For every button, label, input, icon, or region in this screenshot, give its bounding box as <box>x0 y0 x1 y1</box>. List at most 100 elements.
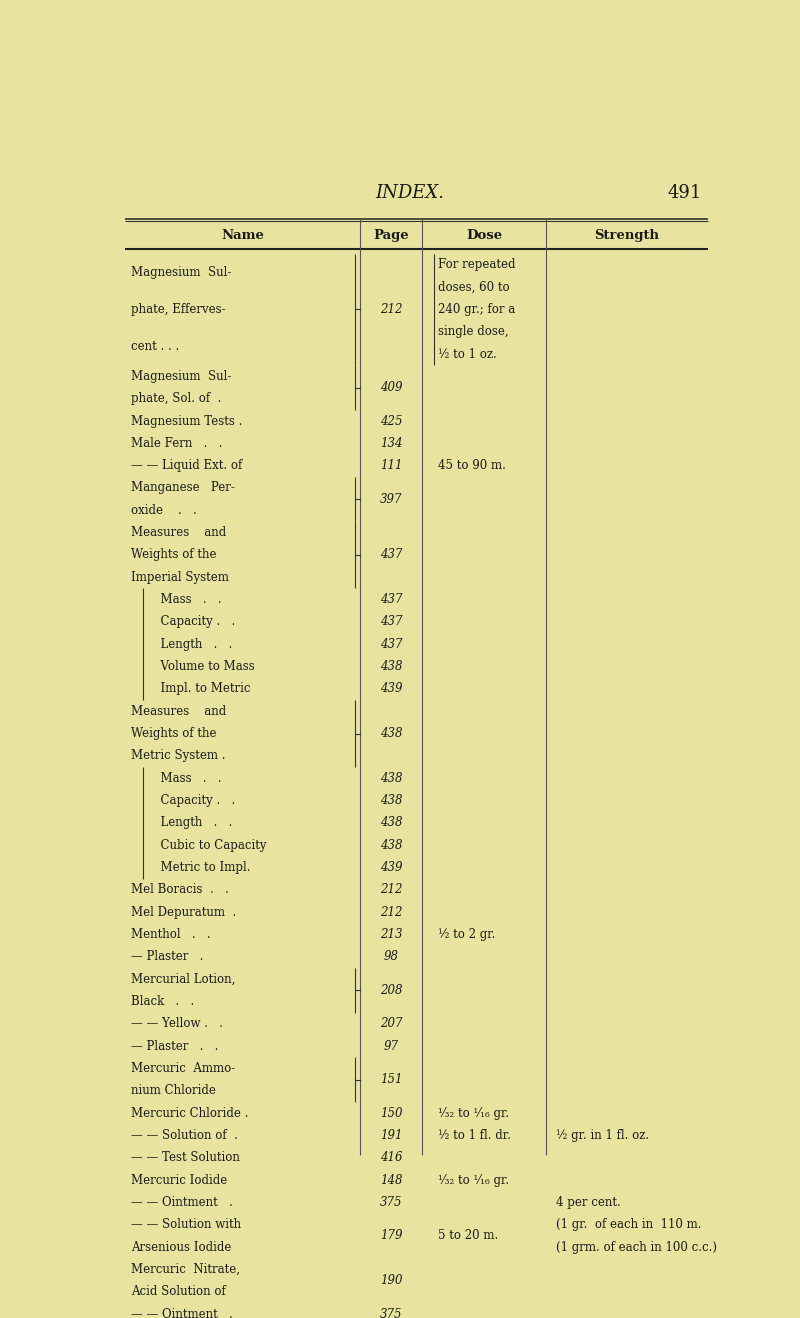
Text: Mercurial Lotion,: Mercurial Lotion, <box>131 973 235 986</box>
Text: 151: 151 <box>380 1073 402 1086</box>
Text: Impl. to Metric: Impl. to Metric <box>153 683 250 696</box>
Text: 97: 97 <box>384 1040 399 1053</box>
Text: ½ to 1 oz.: ½ to 1 oz. <box>438 348 497 361</box>
Text: Magnesium Tests .: Magnesium Tests . <box>131 414 242 427</box>
Text: 179: 179 <box>380 1230 402 1243</box>
Text: (1 gr.  of each in  110 m.: (1 gr. of each in 110 m. <box>556 1218 701 1231</box>
Text: 212: 212 <box>380 905 402 919</box>
Text: 190: 190 <box>380 1275 402 1288</box>
Text: 134: 134 <box>380 436 402 449</box>
Text: Metric to Impl.: Metric to Impl. <box>153 861 250 874</box>
Text: 438: 438 <box>380 660 402 673</box>
Text: Mass   .   .: Mass . . <box>153 593 222 606</box>
Text: Capacity .   .: Capacity . . <box>153 793 235 807</box>
Text: 111: 111 <box>380 459 402 472</box>
Text: Black   .   .: Black . . <box>131 995 194 1008</box>
Text: Measures    and: Measures and <box>131 705 226 718</box>
Text: Metric System .: Metric System . <box>131 750 226 762</box>
Text: 212: 212 <box>380 883 402 896</box>
Text: Imperial System: Imperial System <box>131 571 229 584</box>
Text: 191: 191 <box>380 1130 402 1141</box>
Text: Magnesium  Sul-: Magnesium Sul- <box>131 266 231 278</box>
Text: Male Fern   .   .: Male Fern . . <box>131 436 222 449</box>
Text: single dose,: single dose, <box>438 326 509 339</box>
Text: 207: 207 <box>380 1017 402 1031</box>
Text: Arsenious Iodide: Arsenious Iodide <box>131 1240 231 1253</box>
Text: 438: 438 <box>380 838 402 851</box>
Text: Dose: Dose <box>466 229 502 241</box>
Text: ½ to 2 gr.: ½ to 2 gr. <box>438 928 495 941</box>
Text: Strength: Strength <box>594 229 659 241</box>
Text: Mel Boracis  .   .: Mel Boracis . . <box>131 883 229 896</box>
Text: Mel Depuratum  .: Mel Depuratum . <box>131 905 236 919</box>
Text: — — Test Solution: — — Test Solution <box>131 1152 240 1164</box>
Text: nium Chloride: nium Chloride <box>131 1085 216 1098</box>
Text: Volume to Mass: Volume to Mass <box>153 660 254 673</box>
Text: 437: 437 <box>380 593 402 606</box>
Text: oxide    .   .: oxide . . <box>131 503 197 517</box>
Text: 397: 397 <box>380 493 402 506</box>
Text: Name: Name <box>221 229 264 241</box>
Text: 4 per cent.: 4 per cent. <box>556 1195 621 1209</box>
Text: Mercuric  Nitrate,: Mercuric Nitrate, <box>131 1263 240 1276</box>
Text: — Plaster   .   .: — Plaster . . <box>131 1040 218 1053</box>
Text: 425: 425 <box>380 414 402 427</box>
Text: Capacity .   .: Capacity . . <box>153 616 235 629</box>
Text: Length   .   .: Length . . <box>153 816 232 829</box>
Text: doses, 60 to: doses, 60 to <box>438 281 510 294</box>
Text: — — Ointment   .: — — Ointment . <box>131 1195 233 1209</box>
Text: Cubic to Capacity: Cubic to Capacity <box>153 838 266 851</box>
Text: 375: 375 <box>380 1307 402 1318</box>
Text: Weights of the: Weights of the <box>131 728 217 741</box>
Text: (1 grm. of each in 100 c.c.): (1 grm. of each in 100 c.c.) <box>556 1240 717 1253</box>
Text: Mercuric Chloride .: Mercuric Chloride . <box>131 1107 248 1120</box>
Text: 375: 375 <box>380 1195 402 1209</box>
Text: Weights of the: Weights of the <box>131 548 217 561</box>
Text: For repeated: For repeated <box>438 258 515 272</box>
Text: 437: 437 <box>380 616 402 629</box>
Text: — Plaster   .: — Plaster . <box>131 950 203 963</box>
Text: 150: 150 <box>380 1107 402 1120</box>
Text: Acid Solution of: Acid Solution of <box>131 1285 226 1298</box>
Text: Manganese   Per-: Manganese Per- <box>131 481 235 494</box>
Text: — — Ointment   .: — — Ointment . <box>131 1307 233 1318</box>
Text: Mass   .   .: Mass . . <box>153 772 222 784</box>
Text: Length   .   .: Length . . <box>153 638 232 651</box>
Text: Mercuric  Ammo-: Mercuric Ammo- <box>131 1062 235 1075</box>
Text: 438: 438 <box>380 728 402 741</box>
Text: 437: 437 <box>380 548 402 561</box>
Text: INDEX.: INDEX. <box>375 183 445 202</box>
Text: Menthol   .   .: Menthol . . <box>131 928 210 941</box>
Text: 148: 148 <box>380 1173 402 1186</box>
Text: — — Solution with: — — Solution with <box>131 1218 241 1231</box>
Text: 240 gr.; for a: 240 gr.; for a <box>438 303 515 316</box>
Text: Mercuric Iodide: Mercuric Iodide <box>131 1173 227 1186</box>
Text: phate, Efferves-: phate, Efferves- <box>131 303 226 316</box>
Text: 45 to 90 m.: 45 to 90 m. <box>438 459 506 472</box>
Text: 439: 439 <box>380 861 402 874</box>
Text: Page: Page <box>374 229 410 241</box>
Text: 208: 208 <box>380 983 402 996</box>
Text: 98: 98 <box>384 950 399 963</box>
Text: ¹⁄₃₂ to ¹⁄₁₆ gr.: ¹⁄₃₂ to ¹⁄₁₆ gr. <box>438 1107 509 1120</box>
Text: 439: 439 <box>380 683 402 696</box>
Text: 437: 437 <box>380 638 402 651</box>
Text: — — Yellow .   .: — — Yellow . . <box>131 1017 223 1031</box>
Text: 213: 213 <box>380 928 402 941</box>
Text: — — Solution of  .: — — Solution of . <box>131 1130 238 1141</box>
Text: 5 to 20 m.: 5 to 20 m. <box>438 1230 498 1243</box>
Text: — — Liquid Ext. of: — — Liquid Ext. of <box>131 459 242 472</box>
Text: 438: 438 <box>380 793 402 807</box>
Text: 438: 438 <box>380 816 402 829</box>
Text: ¹⁄₃₂ to ¹⁄₁₆ gr.: ¹⁄₃₂ to ¹⁄₁₆ gr. <box>438 1173 509 1186</box>
Text: 409: 409 <box>380 381 402 394</box>
Text: 491: 491 <box>667 183 702 202</box>
Text: 438: 438 <box>380 772 402 784</box>
Text: Magnesium  Sul-: Magnesium Sul- <box>131 370 231 382</box>
Text: phate, Sol. of  .: phate, Sol. of . <box>131 393 222 405</box>
Text: ½ to 1 fl. dr.: ½ to 1 fl. dr. <box>438 1130 510 1141</box>
Text: ½ gr. in 1 fl. oz.: ½ gr. in 1 fl. oz. <box>556 1130 649 1141</box>
Text: 212: 212 <box>380 303 402 316</box>
Text: Measures    and: Measures and <box>131 526 226 539</box>
Text: cent . . .: cent . . . <box>131 340 179 353</box>
